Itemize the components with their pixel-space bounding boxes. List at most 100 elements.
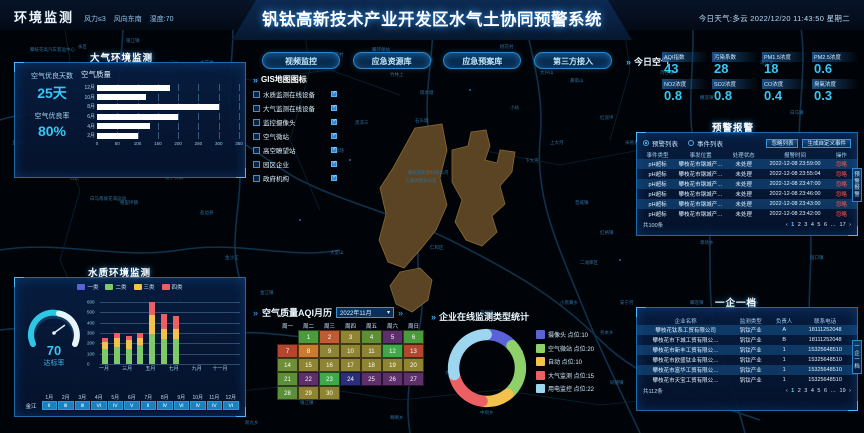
donut-segment[interactable] — [503, 340, 527, 399]
calendar-day-cell[interactable]: 30 — [319, 386, 340, 400]
calendar-day-cell[interactable]: 7 — [277, 344, 298, 358]
calendar-day-cell[interactable]: 4 — [361, 330, 382, 344]
ignore-action[interactable]: 忽略 — [835, 182, 847, 188]
calendar-day-cell[interactable]: 13 — [403, 344, 424, 358]
calendar-day-cell[interactable]: 17 — [340, 358, 361, 372]
water-legend-item-3[interactable]: 四类 — [161, 283, 183, 291]
water-table-cell[interactable]: Ⅲ — [74, 401, 90, 410]
page-link[interactable]: 6 — [823, 388, 828, 394]
gis-legend-item-2[interactable]: 监控摄像头 — [253, 117, 337, 127]
water-table-cell[interactable]: Ⅵ — [91, 401, 107, 410]
table-row[interactable]: 攀枝花钛系工贸有限公司 钒钛产业 A 18111252048 — [637, 325, 857, 335]
donut-legend-item-3[interactable]: 大气监测 点位:15 — [536, 370, 594, 380]
water-legend-item-1[interactable]: 二类 — [105, 283, 127, 291]
calendar-day-cell[interactable]: 14 — [277, 358, 298, 372]
page-link[interactable]: 5 — [817, 222, 821, 228]
calendar-day-cell[interactable]: 19 — [382, 358, 403, 372]
ignore-action[interactable]: 忽略 — [835, 202, 847, 208]
checkbox[interactable] — [331, 90, 337, 97]
table-row[interactable]: 攀枝花市富华工贸有限公… 钒钛产业 1 15325648510 — [637, 365, 857, 375]
calendar-day-cell[interactable]: 18 — [361, 358, 382, 372]
donut-legend-item-1[interactable]: 空气微站 点位:20 — [536, 343, 594, 353]
checkbox[interactable] — [331, 174, 337, 181]
calendar-day-cell[interactable]: 15 — [298, 358, 319, 372]
table-row[interactable]: pH超标 攀枝花市钢城产… 未处理 2022-12-08 23:43:00 忽略 — [637, 199, 857, 209]
table-row[interactable]: 攀枝花市下城工贸有限公… 钒钛产业 B 18111252048 — [637, 335, 857, 345]
page-link[interactable]: 19 — [839, 388, 846, 394]
calendar-day-cell[interactable]: 22 — [298, 372, 319, 386]
page-link[interactable]: 17 — [839, 222, 846, 228]
gis-legend-item-6[interactable]: 政府机构 — [253, 173, 337, 183]
page-link[interactable]: 4 — [810, 222, 814, 228]
month-select[interactable]: 2022年11月 ▾ — [336, 307, 395, 318]
page-link[interactable]: ‹ — [785, 222, 788, 228]
radio-warning-list[interactable]: 预警列表 — [643, 138, 678, 148]
water-table-cell[interactable]: Ⅵ — [173, 401, 189, 410]
side-tab-alert[interactable]: 预警报警 — [852, 168, 862, 202]
ignore-action[interactable]: 忽略 — [835, 192, 847, 198]
donut-legend-item-4[interactable]: 用电监控 点位:22 — [536, 384, 594, 393]
ignore-action[interactable]: 忽略 — [835, 212, 847, 218]
calendar-day-grid[interactable]: 1 2 3 4 5 6 7 8 9 10 11 12 13 14 15 16 17 18 19 20 21 22 23 24 2… — [277, 330, 424, 400]
calendar-day-cell[interactable]: 28 — [277, 386, 298, 400]
page-link[interactable]: › — [849, 388, 851, 394]
table-row[interactable]: 攀枝花市新丰工贸有限公… 钒钛产业 1 15325648510 — [637, 345, 857, 355]
page-link[interactable]: … — [830, 222, 837, 228]
page-link[interactable]: 1 — [791, 388, 795, 394]
table-row[interactable]: pH超标 攀枝花市钢城产… 未处理 2022-12-08 23:47:00 忽略 — [637, 179, 857, 189]
ignore-action[interactable]: 忽略 — [835, 172, 847, 178]
page-link[interactable]: 2 — [797, 222, 801, 228]
side-tab-enterprise[interactable]: 一企一档 — [852, 340, 862, 374]
page-link[interactable]: 4 — [810, 388, 814, 394]
calendar-day-cell[interactable]: 25 — [361, 372, 382, 386]
page-link[interactable]: ‹ — [785, 388, 788, 394]
nav-button-resource[interactable]: 应急资源库 — [352, 52, 431, 69]
water-table-cell[interactable]: Ⅳ — [206, 401, 222, 410]
table-row[interactable]: 攀枝花市天宝工贸有限公… 钒钛产业 1 15325648510 — [637, 375, 857, 385]
gis-legend-item-4[interactable]: 高空瞭望站 — [253, 145, 337, 155]
checkbox[interactable] — [331, 160, 337, 167]
calendar-day-cell[interactable]: 20 — [403, 358, 424, 372]
page-link[interactable]: … — [830, 388, 837, 394]
calendar-day-cell[interactable]: 6 — [403, 330, 424, 344]
table-row[interactable]: 攀枝花市欧盛钛业有限公… 钒钛产业 1 15325648510 — [637, 355, 857, 365]
calendar-day-cell[interactable]: 16 — [319, 358, 340, 372]
calendar-day-cell[interactable]: 1 — [298, 330, 319, 344]
page-link[interactable]: 1 — [791, 222, 795, 228]
water-table-cell[interactable]: Ⅵ — [223, 401, 239, 410]
water-table-cell[interactable]: Ⅳ — [190, 401, 206, 410]
table-row[interactable]: pH超标 攀枝花市钢城产… 未处理 2022-12-08 23:55:04 忽略 — [637, 169, 857, 179]
checkbox[interactable] — [331, 132, 337, 139]
calendar-day-cell[interactable]: 23 — [319, 372, 340, 386]
gis-legend-item-0[interactable]: 水质监测在线设备 — [253, 89, 337, 99]
page-link[interactable]: 3 — [804, 388, 808, 394]
checkbox[interactable] — [331, 146, 337, 153]
calendar-day-cell[interactable]: 8 — [298, 344, 319, 358]
page-link[interactable]: 2 — [797, 388, 801, 394]
ignore-action[interactable]: 忽略 — [835, 162, 847, 168]
gis-legend-item-3[interactable]: 空气微站 — [253, 131, 337, 141]
radio-event-list[interactable]: 事件列表 — [688, 138, 723, 148]
water-legend-item-0[interactable]: 一类 — [77, 283, 98, 291]
ignore-list-button[interactable]: 忽略列表 — [766, 138, 799, 148]
water-table-cell[interactable]: Ⅱ — [140, 401, 156, 410]
water-table-cell[interactable]: Ⅲ — [58, 401, 74, 410]
water-table-cell[interactable]: Ⅳ — [157, 401, 173, 410]
calendar-day-cell[interactable]: 29 — [298, 386, 319, 400]
calendar-day-cell[interactable]: 26 — [382, 372, 403, 386]
calendar-day-cell[interactable]: 24 — [340, 372, 361, 386]
calendar-day-cell[interactable]: 9 — [319, 344, 340, 358]
page-link[interactable]: 6 — [823, 222, 828, 228]
calendar-day-cell[interactable]: 5 — [382, 330, 403, 344]
page-link[interactable]: 5 — [817, 388, 821, 394]
aqi-calendar[interactable]: 周一 周二 周三 周四 周五 周六 周日 1 2 3 4 5 6 7 8 9 10 11 12 13 14 15 16 17… — [277, 322, 424, 400]
nav-button-video[interactable]: 视频监控 — [262, 52, 340, 69]
nav-button-plan[interactable]: 应急预案库 — [443, 52, 522, 69]
page-link[interactable]: 3 — [804, 222, 808, 228]
create-custom-event-button[interactable]: 生成自定义事件 — [802, 138, 851, 148]
page-link[interactable]: › — [849, 222, 851, 228]
donut-segment[interactable] — [447, 328, 492, 381]
calendar-day-cell[interactable]: 10 — [340, 344, 361, 358]
water-table-cell[interactable]: Ⅱ — [41, 401, 57, 410]
gis-legend-item-1[interactable]: 大气监测在线设备 — [253, 103, 337, 113]
